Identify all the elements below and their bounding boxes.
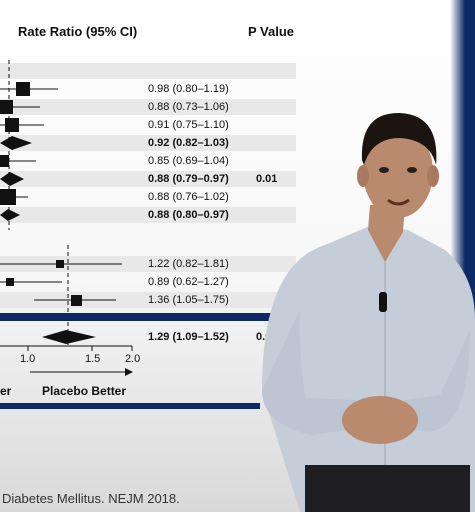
row-band	[0, 63, 296, 79]
axis-tick-label: 1.5	[85, 353, 101, 365]
p-value-header: P Value	[248, 24, 295, 39]
clasped-hands	[342, 396, 418, 444]
ci-row	[0, 82, 58, 96]
p-value-text: 0.01	[256, 173, 278, 185]
rate-ratio-header: Rate Ratio (95% CI)	[18, 24, 138, 39]
right-favor-label: Placebo Better	[42, 384, 127, 398]
axis-tick-label: 2.0	[125, 353, 141, 365]
ci-text: 0.92 (0.82–1.03)	[148, 137, 229, 149]
ci-text: 1.22 (0.82–1.81)	[148, 258, 229, 270]
citation-text: Diabetes Mellitus. NEJM 2018.	[2, 491, 180, 506]
ci-text: 1.29 (1.09–1.52)	[148, 331, 229, 343]
ci-text: 0.88 (0.73–1.06)	[148, 101, 229, 113]
ci-row	[0, 118, 44, 132]
ci-text: 1.36 (1.05–1.75)	[148, 294, 229, 306]
ci-row	[34, 295, 116, 306]
ci-diamond	[0, 136, 32, 150]
ci-text: 0.88 (0.76–1.02)	[148, 191, 229, 203]
row-band	[0, 171, 296, 187]
ci-row	[0, 155, 36, 167]
face	[363, 126, 433, 218]
section-divider	[0, 313, 300, 321]
ci-row	[0, 100, 40, 114]
ci-row	[0, 278, 62, 286]
neck	[368, 205, 405, 262]
row-band	[0, 99, 296, 115]
ci-text: 0.88 (0.80–0.97)	[148, 209, 229, 221]
ci-diamond	[0, 172, 24, 186]
ci-diamond	[0, 209, 20, 221]
left-favor-label: er	[0, 384, 12, 398]
ci-text: 0.85 (0.69–1.04)	[148, 155, 229, 167]
row-band	[0, 256, 296, 272]
shirt	[262, 225, 475, 512]
row-band	[0, 207, 296, 223]
hair	[361, 112, 437, 165]
left-arm	[262, 310, 360, 435]
ci-text: 0.89 (0.62–1.27)	[148, 276, 229, 288]
ci-text: 0.91 (0.75–1.10)	[148, 119, 229, 131]
row-band	[0, 135, 296, 151]
ci-text: 0.98 (0.80–1.19)	[148, 83, 229, 95]
lapel-microphone	[379, 292, 387, 312]
right-arm	[398, 330, 470, 432]
ci-diamond	[42, 330, 96, 344]
ci-row	[0, 260, 122, 268]
forest-plot	[0, 60, 133, 376]
bottom-divider	[0, 403, 260, 409]
pants	[305, 465, 470, 512]
ci-row	[0, 189, 28, 205]
axis-tick-label: 1.0	[20, 353, 36, 365]
ci-text: 0.88 (0.79–0.97)	[148, 173, 229, 185]
